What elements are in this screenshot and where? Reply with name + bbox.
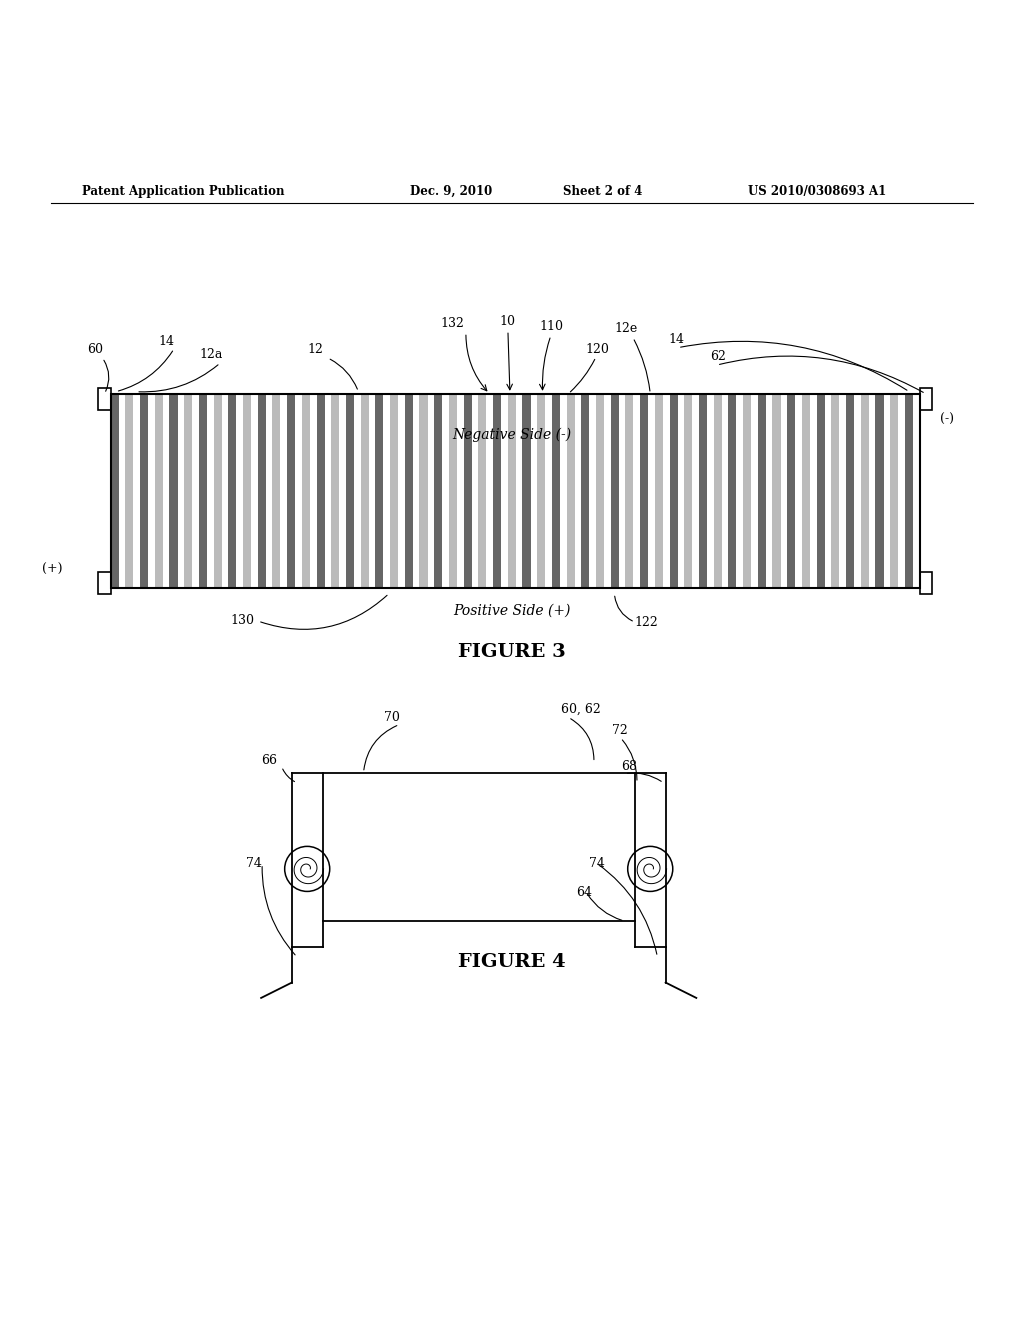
Bar [714, 393, 722, 589]
Bar [228, 393, 237, 589]
Bar [816, 393, 824, 589]
Text: 60: 60 [87, 343, 103, 356]
Text: 74: 74 [589, 857, 605, 870]
Bar [596, 393, 604, 589]
Bar [802, 393, 810, 589]
Bar [861, 393, 868, 589]
Bar [140, 393, 148, 589]
Text: 70: 70 [384, 711, 400, 725]
Bar [243, 393, 251, 589]
Bar [323, 772, 635, 921]
Text: 64: 64 [577, 886, 593, 899]
Bar [684, 393, 692, 589]
Text: Dec. 9, 2010: Dec. 9, 2010 [410, 185, 492, 198]
Bar [670, 393, 678, 589]
Bar [302, 393, 310, 589]
Bar [640, 393, 648, 589]
Bar [478, 393, 486, 589]
Bar [331, 393, 339, 589]
Bar [758, 393, 766, 589]
Text: 68: 68 [622, 759, 638, 772]
Bar [98, 572, 111, 594]
Text: 10: 10 [500, 315, 516, 329]
Bar [508, 393, 516, 589]
Bar [420, 393, 428, 589]
Text: 66: 66 [261, 755, 278, 767]
Bar [566, 393, 574, 589]
Bar [111, 393, 920, 589]
Text: Positive Side (+): Positive Side (+) [454, 603, 570, 618]
Bar [111, 393, 119, 589]
Bar [404, 393, 413, 589]
Bar [522, 393, 530, 589]
Bar [98, 388, 111, 411]
Bar [199, 393, 207, 589]
Bar [552, 393, 560, 589]
Bar [728, 393, 736, 589]
Text: 74: 74 [246, 857, 262, 870]
Text: FIGURE 3: FIGURE 3 [458, 643, 566, 661]
Bar [449, 393, 457, 589]
Text: (-): (-) [940, 413, 954, 426]
Bar [831, 393, 840, 589]
Bar [493, 393, 501, 589]
Text: 110: 110 [540, 321, 563, 333]
Text: Patent Application Publication: Patent Application Publication [82, 185, 285, 198]
Text: 14: 14 [669, 333, 685, 346]
Text: FIGURE 4: FIGURE 4 [458, 953, 566, 972]
Bar [376, 393, 383, 589]
Bar [654, 393, 663, 589]
Bar [905, 393, 913, 589]
Text: 130: 130 [230, 614, 254, 627]
Bar [125, 393, 133, 589]
Bar [287, 393, 295, 589]
Bar [464, 393, 472, 589]
Bar [346, 393, 354, 589]
Text: 122: 122 [635, 616, 658, 630]
Bar [920, 388, 932, 411]
Text: 12e: 12e [614, 322, 638, 335]
Bar [920, 572, 932, 594]
Text: 120: 120 [586, 343, 609, 356]
Bar [184, 393, 193, 589]
Bar [846, 393, 854, 589]
Text: (+): (+) [42, 564, 62, 577]
Bar [155, 393, 163, 589]
Bar [582, 393, 590, 589]
Bar [743, 393, 752, 589]
Bar [890, 393, 898, 589]
Bar [876, 393, 884, 589]
Text: 72: 72 [612, 723, 628, 737]
Bar [626, 393, 634, 589]
Text: 62: 62 [710, 350, 726, 363]
Text: Negative Side (-): Negative Side (-) [453, 428, 571, 442]
Bar [169, 393, 177, 589]
Bar [610, 393, 618, 589]
Bar [316, 393, 325, 589]
Bar [272, 393, 281, 589]
Bar [258, 393, 266, 589]
Text: 14: 14 [159, 334, 175, 347]
Bar [360, 393, 369, 589]
Text: 60, 62: 60, 62 [561, 704, 601, 717]
Bar [772, 393, 780, 589]
Text: 132: 132 [440, 317, 464, 330]
Bar [434, 393, 442, 589]
Bar [214, 393, 221, 589]
Bar [538, 393, 545, 589]
Bar [787, 393, 796, 589]
Bar [390, 393, 398, 589]
Text: Sheet 2 of 4: Sheet 2 of 4 [563, 185, 643, 198]
Text: US 2010/0308693 A1: US 2010/0308693 A1 [748, 185, 886, 198]
Bar [699, 393, 707, 589]
Text: 12: 12 [307, 343, 324, 356]
Text: 12a: 12a [200, 348, 223, 360]
